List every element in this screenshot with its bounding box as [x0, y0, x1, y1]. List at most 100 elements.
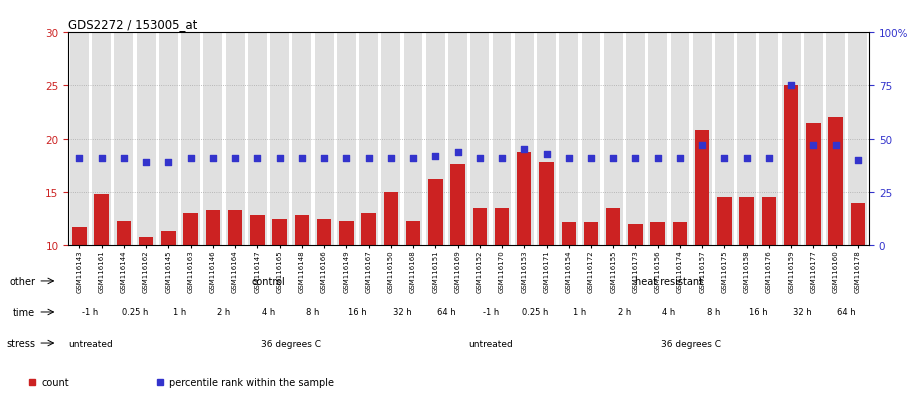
Bar: [671, 33, 690, 246]
Text: 4 h: 4 h: [662, 308, 675, 317]
Bar: [203, 33, 222, 246]
Bar: [272, 219, 287, 246]
Bar: [760, 33, 778, 246]
Bar: [406, 221, 420, 246]
Point: [272, 155, 287, 162]
Text: 36 degrees C: 36 degrees C: [260, 339, 320, 348]
Bar: [381, 33, 400, 246]
Text: -1 h: -1 h: [483, 308, 499, 317]
Point: [784, 83, 798, 90]
Bar: [472, 209, 487, 246]
Bar: [826, 33, 845, 246]
Bar: [206, 211, 220, 246]
Bar: [339, 221, 353, 246]
Bar: [626, 33, 645, 246]
Bar: [695, 131, 710, 246]
Bar: [515, 33, 533, 246]
Bar: [116, 221, 131, 246]
Point: [828, 142, 843, 149]
Point: [339, 155, 354, 162]
Point: [851, 157, 865, 164]
Bar: [70, 33, 89, 246]
Bar: [762, 198, 776, 246]
Bar: [450, 165, 465, 246]
Text: 64 h: 64 h: [437, 308, 456, 317]
Text: 32 h: 32 h: [793, 308, 812, 317]
Text: time: time: [13, 307, 35, 317]
Text: 1 h: 1 h: [573, 308, 587, 317]
Text: 4 h: 4 h: [262, 308, 275, 317]
Bar: [361, 214, 376, 246]
Text: stress: stress: [6, 338, 35, 348]
Text: untreated: untreated: [68, 339, 113, 348]
Point: [428, 153, 442, 160]
Bar: [403, 33, 422, 246]
Text: percentile rank within the sample: percentile rank within the sample: [168, 377, 334, 387]
Bar: [648, 33, 667, 246]
Bar: [448, 33, 467, 246]
Text: 2 h: 2 h: [618, 308, 631, 317]
Bar: [359, 33, 378, 246]
Point: [317, 155, 331, 162]
Point: [561, 155, 576, 162]
Point: [540, 151, 554, 158]
Point: [472, 155, 487, 162]
Point: [583, 155, 598, 162]
Text: 64 h: 64 h: [837, 308, 856, 317]
Bar: [606, 209, 621, 246]
Bar: [115, 33, 133, 246]
Text: 0.25 h: 0.25 h: [122, 308, 148, 317]
Bar: [337, 33, 356, 246]
Point: [740, 155, 754, 162]
Bar: [806, 123, 821, 246]
Bar: [270, 33, 289, 246]
Text: 2 h: 2 h: [217, 308, 230, 317]
Bar: [672, 222, 687, 246]
Point: [228, 155, 242, 162]
Text: 36 degrees C: 36 degrees C: [661, 339, 721, 348]
Bar: [228, 211, 242, 246]
Bar: [250, 216, 265, 246]
Point: [161, 159, 176, 166]
Bar: [717, 198, 732, 246]
Bar: [492, 33, 511, 246]
Text: 32 h: 32 h: [392, 308, 411, 317]
Bar: [295, 216, 309, 246]
Point: [517, 147, 531, 153]
Bar: [226, 33, 245, 246]
Bar: [848, 33, 867, 246]
Bar: [782, 33, 801, 246]
Text: control: control: [251, 276, 286, 286]
Bar: [428, 180, 442, 246]
Bar: [693, 33, 712, 246]
Bar: [584, 222, 598, 246]
Bar: [828, 118, 843, 246]
Text: GDS2272 / 153005_at: GDS2272 / 153005_at: [68, 17, 197, 31]
Bar: [72, 228, 86, 246]
Point: [672, 155, 687, 162]
Bar: [139, 237, 153, 246]
Text: 16 h: 16 h: [749, 308, 767, 317]
Text: 0.25 h: 0.25 h: [522, 308, 549, 317]
Text: count: count: [41, 377, 69, 387]
Point: [72, 155, 86, 162]
Bar: [159, 33, 177, 246]
Point: [295, 155, 309, 162]
Point: [606, 155, 621, 162]
Text: 8 h: 8 h: [307, 308, 319, 317]
Bar: [495, 209, 510, 246]
Bar: [628, 224, 642, 246]
Point: [450, 149, 465, 155]
Point: [206, 155, 220, 162]
Bar: [470, 33, 490, 246]
Point: [762, 155, 776, 162]
Bar: [740, 198, 753, 246]
Text: -1 h: -1 h: [83, 308, 98, 317]
Bar: [315, 33, 333, 246]
Bar: [804, 33, 823, 246]
Text: 8 h: 8 h: [707, 308, 720, 317]
Bar: [537, 33, 556, 246]
Bar: [292, 33, 311, 246]
Bar: [715, 33, 734, 246]
Text: 16 h: 16 h: [349, 308, 367, 317]
